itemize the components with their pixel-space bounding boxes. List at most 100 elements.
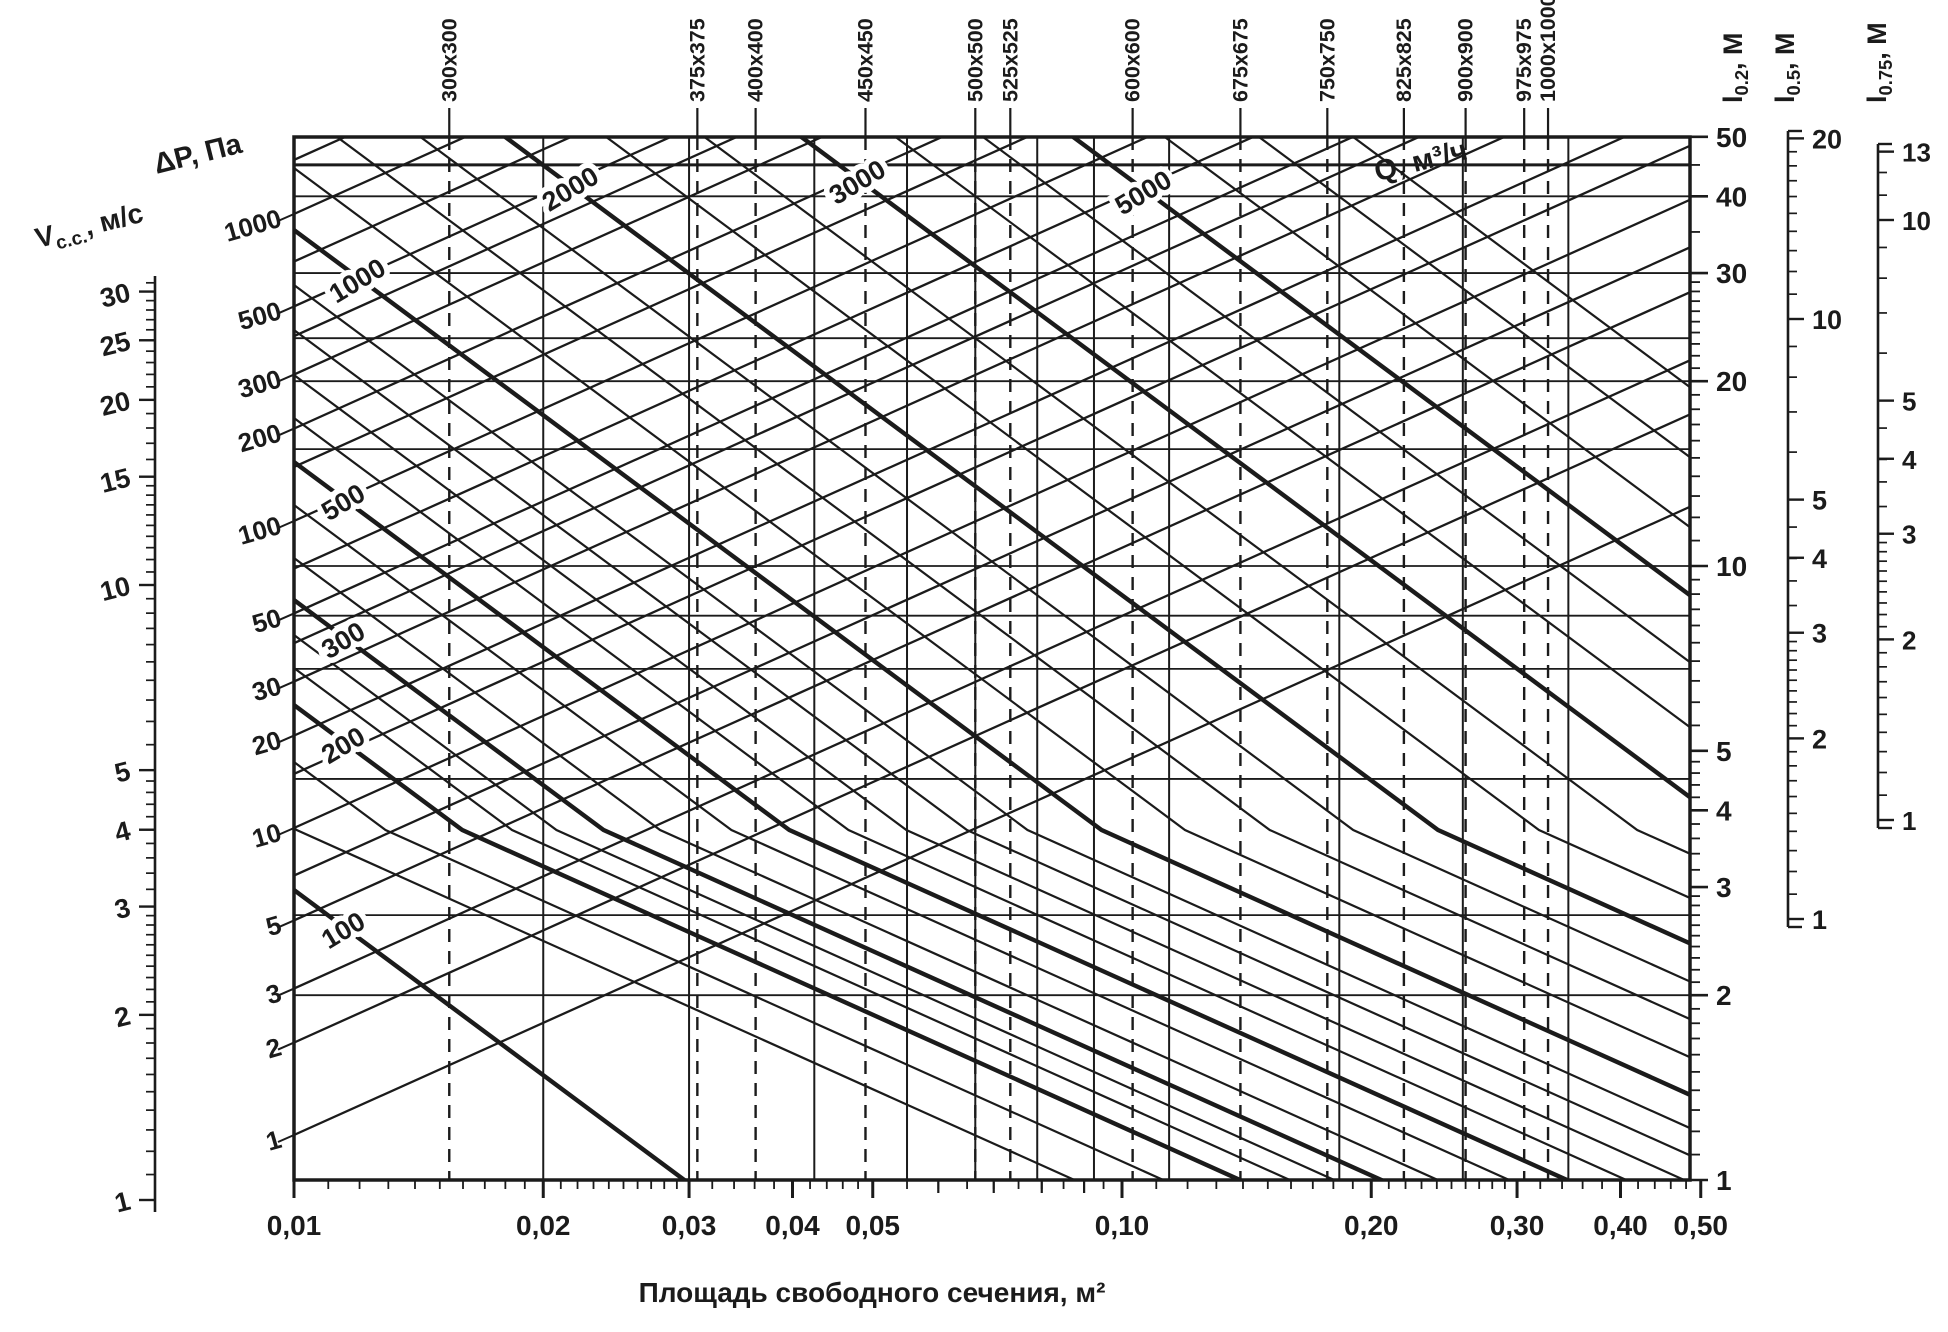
grille-size-label: 450x450 bbox=[853, 18, 877, 102]
pressure-label-leader bbox=[277, 373, 295, 383]
velocity-tick-label: 3 bbox=[112, 892, 134, 925]
pressure-line bbox=[294, 198, 1690, 830]
l05-tick-label: 2 bbox=[1812, 724, 1827, 754]
pressure-line-label: 200 bbox=[235, 418, 285, 459]
flow-line bbox=[702, 137, 1690, 855]
x-axis-tick-label: 0,20 bbox=[1344, 1210, 1399, 1241]
x-axis-tick-label: 0,04 bbox=[765, 1210, 820, 1241]
pressure-label-leader bbox=[277, 427, 295, 437]
flow-line-labeled bbox=[294, 598, 1387, 1180]
x-axis-tick-label: 0,03 bbox=[662, 1210, 717, 1241]
flow-line-labeled bbox=[294, 460, 1573, 1180]
pressure-line bbox=[294, 413, 1690, 1044]
velocity-tick-label: 30 bbox=[97, 277, 133, 313]
grille-size-label: 500x500 bbox=[963, 18, 987, 102]
l075-tick-label: 13 bbox=[1902, 138, 1931, 168]
x-axis-tick-label: 0,01 bbox=[267, 1210, 322, 1241]
x-axis-tick-label: 0,40 bbox=[1593, 1210, 1648, 1241]
l05-tick-label: 4 bbox=[1812, 544, 1827, 574]
l02-tick-label: 20 bbox=[1716, 366, 1747, 397]
flow-line bbox=[294, 284, 1690, 1130]
flow-line bbox=[294, 167, 1690, 1059]
pressure-line bbox=[294, 137, 468, 216]
l02-tick-label: 5 bbox=[1716, 736, 1732, 767]
l02-tick-label: 50 bbox=[1716, 122, 1747, 153]
grille-size-label: 975x975 bbox=[1512, 18, 1536, 102]
flow-line bbox=[294, 634, 1337, 1180]
pressure-line bbox=[294, 137, 825, 376]
velocity-tick-label: 2 bbox=[112, 1001, 134, 1034]
pressure-label-leader bbox=[277, 734, 295, 744]
pressure-label-leader bbox=[277, 987, 295, 997]
velocity-tick-label: 15 bbox=[97, 462, 133, 498]
flow-line-labeled bbox=[294, 888, 688, 1180]
flow-line bbox=[294, 329, 1690, 1157]
flow-axis-title: Q, м³/ч bbox=[1371, 134, 1471, 188]
grille-size-label: 375x375 bbox=[685, 18, 709, 102]
x-axis-title: Площадь свободного сечения, м² bbox=[639, 1277, 1106, 1308]
pressure-line-label: 300 bbox=[235, 363, 285, 404]
velocity-tick-label: 1 bbox=[112, 1186, 134, 1219]
l02-tick-label: 4 bbox=[1716, 795, 1732, 826]
l075-tick-label: 2 bbox=[1902, 625, 1916, 655]
grille-size-label: 675x675 bbox=[1228, 18, 1252, 102]
l05-tick-label: 10 bbox=[1812, 305, 1842, 335]
pressure-line bbox=[294, 137, 1031, 468]
pressure-line-label: 10 bbox=[249, 817, 285, 854]
flow-line bbox=[1162, 137, 1690, 529]
l02-tick-label: 3 bbox=[1716, 872, 1732, 903]
l02-tick-label: 2 bbox=[1716, 980, 1732, 1011]
pressure-line bbox=[294, 137, 1507, 683]
pressure-line bbox=[294, 0, 1690, 68]
l02-tick-label: 30 bbox=[1716, 258, 1747, 289]
pressure-line-label: 1000 bbox=[221, 203, 285, 248]
l05-scale-title: l0.5, М bbox=[1770, 32, 1804, 103]
pressure-label-leader bbox=[277, 520, 295, 529]
flow-line-labeled bbox=[797, 137, 1690, 799]
flow-line bbox=[294, 557, 1441, 1180]
plot-lines-layer bbox=[294, 0, 1690, 1180]
pressure-line bbox=[294, 137, 1627, 737]
flow-line bbox=[1351, 137, 1690, 389]
l05-tick-label: 20 bbox=[1812, 124, 1842, 154]
flow-line bbox=[604, 137, 1690, 899]
x-axis-tick-label: 0,02 bbox=[516, 1210, 571, 1241]
pressure-label-leader bbox=[277, 305, 295, 315]
pressure-line-label: 20 bbox=[249, 725, 285, 762]
flow-line bbox=[1257, 137, 1690, 459]
flow-line bbox=[893, 137, 1690, 729]
flow-line bbox=[294, 417, 1629, 1180]
x-axis-tick-label: 0,30 bbox=[1490, 1210, 1545, 1241]
pressure-line bbox=[294, 137, 740, 338]
pressure-line bbox=[294, 137, 574, 263]
flow-line-labeled bbox=[1069, 137, 1690, 597]
flow-line-labeled bbox=[501, 137, 1690, 946]
flow-line bbox=[294, 827, 1078, 1180]
l075-tick-label: 3 bbox=[1902, 520, 1916, 550]
pressure-line bbox=[294, 359, 1690, 990]
x-axis-tick-label: 0,05 bbox=[845, 1210, 900, 1241]
pressure-label-leader bbox=[277, 612, 295, 622]
l075-scale-title: l0.75, М bbox=[1862, 22, 1896, 103]
velocity-scale-title: Vс.с., м/с bbox=[32, 197, 148, 259]
flow-line bbox=[294, 504, 1512, 1180]
l02-tick-label: 10 bbox=[1716, 551, 1747, 582]
pressure-line-label: 30 bbox=[249, 670, 285, 707]
pressure-line bbox=[294, 137, 1256, 570]
pressure-line bbox=[294, 137, 945, 430]
x-axis-tick-label: 0,10 bbox=[1095, 1210, 1150, 1241]
grille-size-label: 1000x1000 bbox=[1536, 0, 1560, 102]
plot-border bbox=[292, 135, 1692, 1182]
grille-size-label: 750x750 bbox=[1315, 18, 1339, 102]
pressure-line bbox=[294, 137, 674, 308]
pressure-line bbox=[294, 137, 1151, 523]
pressure-label-leader bbox=[277, 1134, 295, 1143]
l02-tick-label: 1 bbox=[1716, 1165, 1732, 1196]
pressure-line bbox=[294, 137, 1422, 645]
pressure-axis-title: ΔP, Па bbox=[151, 128, 246, 181]
flow-line bbox=[981, 137, 1690, 664]
flow-line bbox=[418, 137, 1690, 983]
grille-size-label: 400x400 bbox=[744, 18, 768, 102]
